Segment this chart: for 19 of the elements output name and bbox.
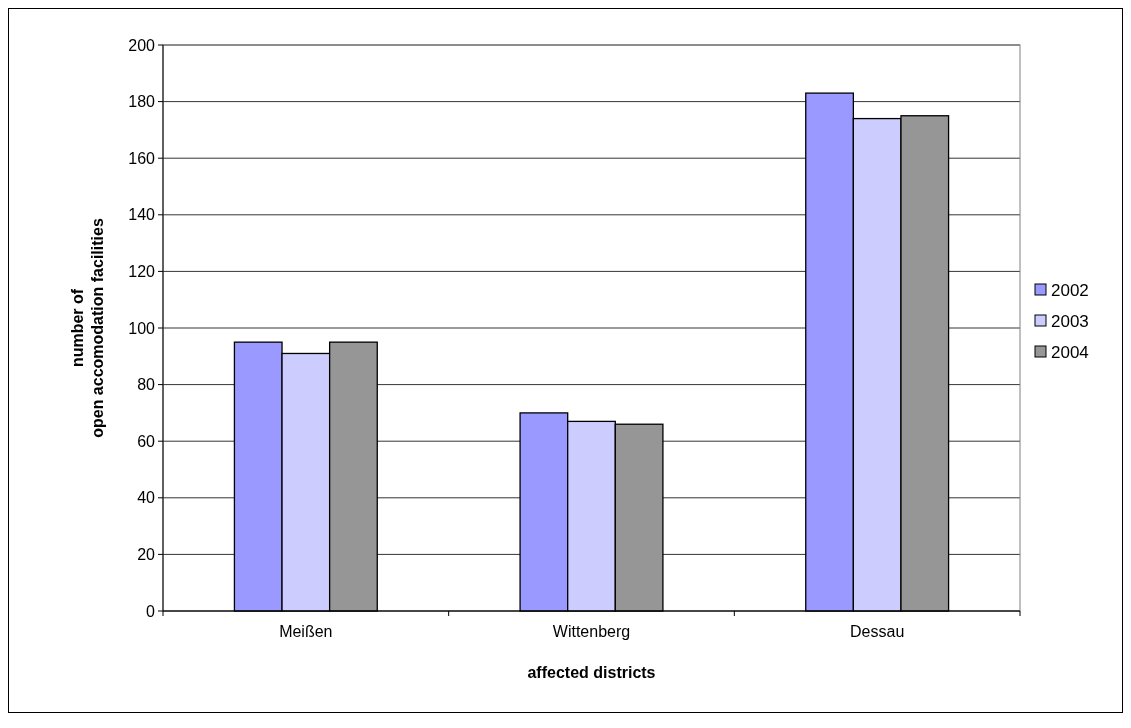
x-tick-label: Wittenberg [552,623,631,640]
x-axis-title: affected districts [527,664,656,681]
legend-label: 2003 [1051,311,1089,331]
y-tick-label: 120 [128,263,156,280]
y-tick-label: 180 [128,93,156,111]
y-tick-label: 80 [137,376,156,394]
legend-label: 2004 [1051,342,1089,362]
y-axis-title: number of open accomodation facilities [69,218,106,438]
y-tick-label: 200 [128,36,156,54]
y-tick-label: 0 [146,602,156,620]
y-tick-label: 20 [137,546,156,563]
y-tick-label: 100 [128,319,156,337]
x-tick-label: Dessau [850,623,905,640]
y-tick-label: 140 [128,206,156,224]
y-tick-label: 60 [137,432,156,450]
y-tick-label: 160 [128,149,156,167]
y-tick-label: 40 [137,489,156,507]
x-tick-label: Meißen [279,623,333,640]
legend-label: 2002 [1051,280,1089,300]
